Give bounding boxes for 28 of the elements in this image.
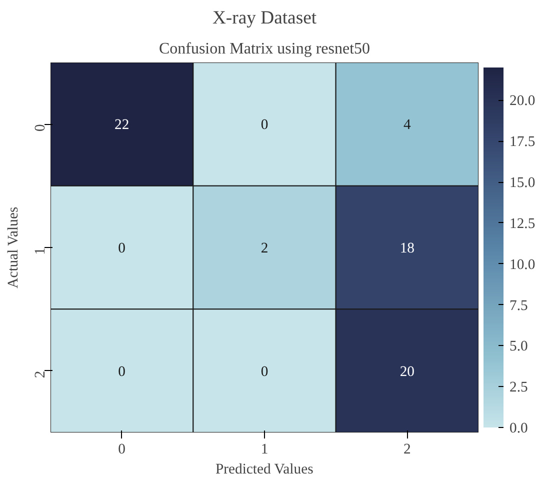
data-label: 2	[260, 240, 268, 256]
y-tick-label: 2	[32, 370, 48, 378]
data-label: 0	[118, 240, 126, 256]
data-label: 0	[118, 364, 126, 380]
color-bar-label: 2.5	[510, 380, 528, 396]
y-axis-title: Actual Values	[6, 206, 22, 288]
color-bar-label: 20.0	[510, 93, 536, 110]
color-bar-label: 5.0	[510, 338, 528, 355]
chart-title: X-ray Dataset	[212, 8, 318, 28]
x-tick-label: 0	[118, 442, 126, 458]
data-label: 18	[400, 240, 414, 256]
data-label: 0	[260, 117, 268, 134]
color-bar-label: 17.5	[510, 134, 536, 150]
x-axis-title: Predicted Values	[215, 462, 314, 478]
x-tick-label: 1	[260, 442, 268, 458]
data-label: 20	[400, 364, 414, 380]
color-bar-label: 10.0	[510, 256, 536, 273]
color-bar-label: 0.0	[510, 420, 528, 436]
color-bar-label: 15.0	[510, 175, 536, 192]
x-tick-label: 2	[404, 442, 411, 458]
y-tick-label: 0	[32, 124, 48, 132]
color-bar-label: 7.5	[510, 298, 528, 314]
color-bar-label: 12.5	[510, 216, 536, 232]
data-label: 0	[260, 364, 268, 380]
data-label: 22	[114, 117, 130, 134]
y-tick-label: 1	[32, 248, 48, 255]
data-label: 4	[404, 117, 412, 134]
chart-subtitle: Confusion Matrix using resnet50	[158, 40, 370, 58]
